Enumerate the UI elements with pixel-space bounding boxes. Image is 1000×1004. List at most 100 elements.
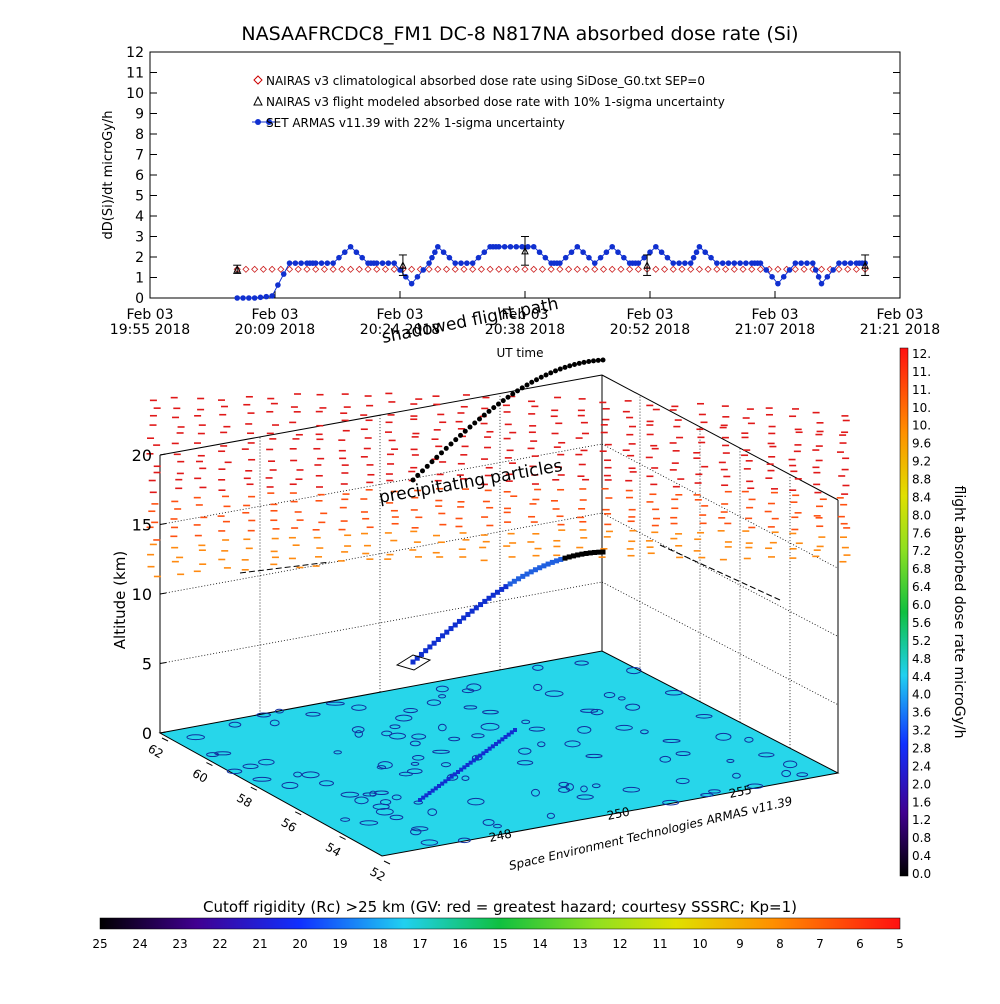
climatological-point	[556, 265, 564, 273]
armas-point	[458, 260, 464, 266]
top-chart-series	[233, 236, 870, 301]
right-colorbar-tick-label: 9.6	[912, 437, 931, 451]
map-feature	[242, 763, 259, 770]
legend-marker-diamond	[253, 75, 263, 85]
ground-track-point	[468, 760, 473, 765]
map-feature	[461, 775, 470, 781]
map-feature	[580, 785, 588, 793]
x-tick-label-time: 20:52 2018	[610, 322, 690, 338]
ground-track-point	[449, 774, 454, 779]
modeled-point	[233, 265, 242, 273]
right-colorbar-tick-label: 9.2	[912, 455, 931, 469]
climatological-point	[573, 265, 581, 273]
shadow-flight-point	[576, 360, 582, 366]
armas-point	[426, 260, 432, 266]
climatological-point	[442, 265, 451, 273]
climatological-point	[469, 265, 477, 273]
armas-point	[251, 295, 258, 301]
flight-point	[452, 622, 458, 628]
flight-point	[465, 612, 471, 618]
armas-point	[658, 249, 665, 256]
top-chart-legend: NAIRAS v3 climatological absorbed dose r…	[252, 74, 725, 130]
armas-point	[481, 249, 488, 256]
armas-point	[519, 243, 525, 250]
armas-point	[708, 254, 714, 261]
climatological-point	[329, 265, 337, 273]
armas-point	[841, 260, 848, 266]
ground-track-point	[503, 735, 508, 739]
shadow-flight-point	[600, 357, 606, 363]
map-feature	[258, 758, 275, 766]
map-feature	[351, 704, 367, 711]
map-feature	[369, 790, 377, 797]
armas-point	[446, 254, 453, 261]
climatological-point	[381, 265, 390, 273]
ground-track-point	[437, 784, 441, 788]
climatological-point	[390, 265, 398, 273]
map-feature	[375, 808, 394, 816]
top-chart-title: NASAAFRCDC8_FM1 DC-8 N817NA absorbed dos…	[241, 23, 798, 45]
right-colorbar-tick-label: 11.	[912, 365, 931, 379]
armas-point	[763, 267, 770, 273]
bottom-colorbar-tick-label: 7	[816, 937, 824, 951]
latitude-tick-mark	[161, 737, 169, 742]
armas-point	[359, 254, 366, 261]
climatological-point	[495, 265, 503, 273]
map-feature	[389, 732, 407, 740]
armas-point	[353, 249, 360, 256]
armas-point	[312, 260, 319, 266]
armas-point	[432, 249, 438, 256]
armas-point	[280, 271, 287, 277]
armas-point	[434, 243, 441, 250]
flight-point	[549, 559, 555, 565]
shadow-flight-point	[462, 428, 468, 434]
armas-point	[257, 294, 264, 301]
bottom-colorbar-tick-label: 13	[572, 937, 587, 951]
modeled-point	[521, 246, 529, 255]
right-colorbar	[899, 347, 909, 877]
latitude-tick-mark	[250, 786, 258, 791]
shadow-segment	[659, 544, 781, 601]
armas-point	[812, 267, 819, 273]
climatological-point	[338, 265, 346, 273]
map-feature	[374, 790, 389, 795]
climatological-point	[408, 265, 416, 273]
map-feature	[340, 791, 360, 798]
bottom-colorbar-tick-label: 20	[292, 937, 307, 951]
map-feature	[782, 760, 798, 769]
shadow-flight-point	[562, 364, 568, 370]
map-feature	[333, 750, 342, 755]
longitude-tick-label: 248	[488, 826, 513, 844]
aircraft-marker	[395, 654, 432, 671]
climatological-point	[242, 265, 250, 273]
map-feature	[466, 683, 482, 692]
climatological-point	[277, 265, 285, 273]
right-colorbar-tick-label: 0.8	[912, 831, 931, 845]
climatological-point	[626, 265, 634, 273]
armas-point	[676, 260, 682, 266]
climatological-point	[599, 265, 608, 273]
map-feature	[372, 803, 390, 810]
armas-point	[725, 260, 732, 266]
ground-track-point	[500, 737, 505, 742]
right-colorbar-tick-label: 12.	[912, 347, 931, 361]
flight-point	[583, 550, 589, 556]
bottom-colorbar-tick-label: 21	[252, 937, 267, 951]
map-feature	[659, 755, 672, 763]
map-feature	[796, 772, 809, 778]
ground-track-point	[471, 758, 476, 763]
armas-point	[664, 254, 671, 261]
precipitating-particles-dashes	[146, 392, 851, 578]
ground-track-point	[497, 739, 502, 744]
altitude-axis-label: Altitude (km)	[111, 551, 129, 649]
right-colorbar-tick-label: 0.4	[912, 849, 931, 863]
flight-point	[528, 569, 534, 575]
map-feature	[228, 721, 242, 728]
climatological-point	[530, 265, 538, 273]
climatological-point	[451, 265, 459, 273]
flight-point	[570, 553, 576, 559]
flight-path	[239, 357, 781, 802]
armas-point	[786, 267, 793, 273]
map-feature	[226, 768, 243, 775]
ground-track-point	[465, 763, 470, 767]
